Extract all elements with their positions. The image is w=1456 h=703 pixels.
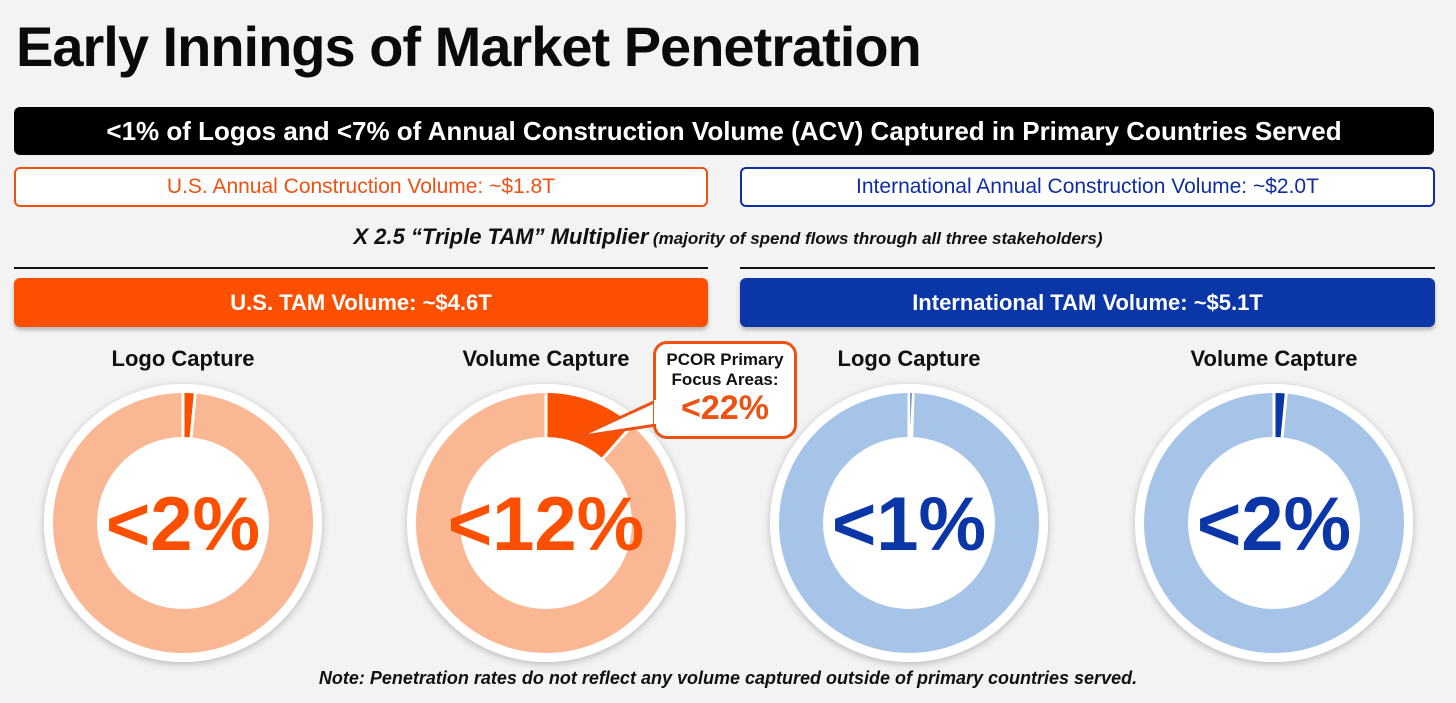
- donut-slice-captured: [183, 393, 196, 438]
- donut-center-label: <1%: [832, 482, 986, 567]
- donut-center-label: <2%: [106, 482, 260, 567]
- intl-acv-box: International Annual Construction Volume…: [740, 167, 1435, 207]
- callout-tail-mask: [654, 400, 660, 424]
- donut-chart-intl-volume: <2%: [1135, 384, 1413, 662]
- footnote: Note: Penetration rates do not reflect a…: [318, 668, 1138, 688]
- donut-separator: [189, 393, 197, 438]
- donut-center-label: <2%: [1197, 482, 1351, 567]
- donut-chart-intl-logo: <1%: [770, 384, 1048, 662]
- donut-separator: [910, 393, 915, 438]
- intl-tam-bar: International TAM Volume: ~$5.1T: [740, 278, 1435, 327]
- summary-banner: <1% of Logos and <7% of Annual Construct…: [14, 107, 1434, 155]
- multiplier-sub: (majority of spend flows through all thr…: [652, 229, 1103, 248]
- donut-chart-us-volume: <12%: [407, 384, 685, 662]
- us-tam-bar: U.S. TAM Volume: ~$4.6T: [14, 278, 708, 327]
- donut-hole: [824, 438, 994, 608]
- us-divider: [14, 267, 708, 269]
- donut-title-intl-logo: Logo Capture: [837, 346, 981, 371]
- donut-slice-captured: [1274, 393, 1287, 438]
- callout-value: <22%: [681, 389, 769, 427]
- pcor-callout: PCOR Primary Focus Areas: <22%: [653, 341, 797, 439]
- donut-separator: [1280, 393, 1288, 438]
- page-title: Early Innings of Market Penetration: [16, 15, 922, 78]
- callout-label: PCOR Primary Focus Areas:: [666, 350, 784, 389]
- donut-hole: [461, 438, 631, 608]
- donut-hole: [1189, 438, 1359, 608]
- donut-center-label: <12%: [448, 482, 645, 567]
- donut-hole: [98, 438, 268, 608]
- donut-chart-us-logo: <2%: [44, 384, 322, 662]
- multiplier-main: X 2.5 “Triple TAM” Multiplier: [353, 224, 649, 249]
- intl-divider: [740, 267, 1435, 269]
- donut-separator: [601, 424, 634, 460]
- donut-slice-captured: [546, 393, 632, 459]
- donut-title-us-logo: Logo Capture: [111, 346, 255, 371]
- donut-title-us-volume: Volume Capture: [462, 346, 630, 371]
- donut-title-intl-volume: Volume Capture: [1190, 346, 1358, 371]
- us-acv-box: U.S. Annual Construction Volume: ~$1.8T: [14, 167, 708, 207]
- multiplier-line: X 2.5 “Triple TAM” Multiplier (majority …: [0, 224, 1456, 250]
